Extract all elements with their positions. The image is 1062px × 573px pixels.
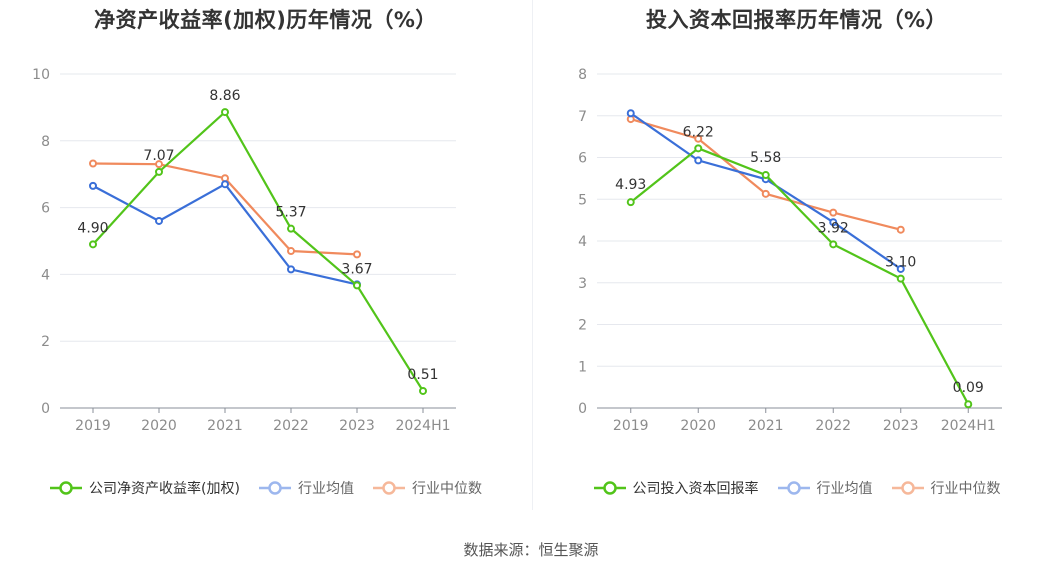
data-point [829, 218, 838, 227]
y-tick-label: 4 [41, 267, 50, 283]
data-label: 8.86 [209, 88, 240, 104]
data-point [419, 386, 427, 395]
x-tick-label: 2024H1 [395, 418, 450, 434]
roe-chart-panel: 净资产收益率(加权)历年情况（%） 0 2 4 6 8 10 2019 2020 2021 202… [0, 0, 531, 520]
legend-item-industry-median[interactable]: 行业中位数 [891, 478, 1001, 498]
data-point [287, 224, 295, 233]
y-tick-label: 2 [41, 334, 50, 350]
y-tick-label: 8 [578, 67, 587, 83]
chart-legend: 公司净资产收益率(加权) 行业均值 行业中位数 [0, 478, 531, 498]
x-tick-label: 2020 [141, 418, 177, 434]
data-point [829, 240, 838, 249]
y-tick-label: 0 [41, 401, 50, 417]
data-point [89, 159, 97, 168]
data-label: 5.37 [275, 205, 306, 221]
legend-marker-icon [258, 481, 291, 495]
roic-chart-panel: 投入资本回报率历年情况（%） 0 1 2 3 4 5 6 7 8 2019 2020 2021 2022… [531, 0, 1062, 520]
legend-marker-icon [593, 481, 626, 495]
y-tick-label: 6 [578, 151, 587, 167]
x-tick-label: 2021 [748, 418, 784, 434]
data-point [353, 281, 361, 290]
data-label: 3.92 [818, 220, 849, 236]
data-point [155, 167, 163, 176]
data-point [761, 171, 770, 180]
data-point [896, 264, 905, 273]
data-point [896, 225, 905, 234]
x-tick-label: 2024H1 [941, 418, 996, 434]
legend-item-industry-mean[interactable]: 行业均值 [777, 478, 873, 498]
data-label: 0.09 [953, 380, 984, 396]
data-point [626, 198, 635, 207]
y-tick-label: 0 [578, 401, 587, 417]
data-label: 7.07 [143, 148, 174, 164]
data-point [287, 247, 295, 256]
data-point [694, 134, 703, 143]
y-tick-label: 2 [578, 318, 587, 334]
roe-line-chart: 0 2 4 6 8 10 2019 2020 2021 2022 2023 2024H1 4.90 7.0… [32, 67, 456, 434]
x-tick-label: 2023 [339, 418, 375, 434]
legend-marker-icon [372, 481, 405, 495]
y-tick-label: 10 [32, 67, 50, 83]
data-label: 5.58 [750, 150, 781, 166]
legend-item-industry-median[interactable]: 行业中位数 [372, 478, 482, 498]
legend-label: 行业均值 [816, 481, 873, 497]
x-tick-label: 2022 [815, 418, 851, 434]
chart-legend: 公司投入资本回报率 行业均值 行业中位数 [531, 478, 1062, 498]
data-point [964, 400, 973, 409]
series-line [92, 110, 424, 392]
legend-item-company[interactable]: 公司投入资本回报率 [593, 478, 759, 498]
chart-title: 净资产收益率(加权)历年情况（%） [94, 8, 437, 32]
legend-label: 公司投入资本回报率 [632, 481, 759, 497]
data-point [155, 216, 163, 225]
legend-item-industry-mean[interactable]: 行业均值 [258, 478, 354, 498]
data-point [221, 180, 229, 189]
y-tick-label: 6 [41, 201, 50, 217]
y-tick-label: 5 [578, 192, 587, 208]
data-point [353, 250, 361, 259]
y-tick-label: 3 [578, 276, 587, 292]
data-label: 0.51 [407, 367, 438, 383]
y-tick-label: 8 [41, 134, 50, 150]
legend-item-company[interactable]: 公司净资产收益率(加权) [49, 478, 240, 498]
legend-label: 公司净资产收益率(加权) [89, 481, 240, 497]
x-tick-label: 2023 [883, 418, 919, 434]
data-label: 4.90 [77, 220, 108, 236]
data-point [221, 108, 229, 117]
panel-divider [532, 0, 533, 510]
legend-label: 行业均值 [297, 481, 354, 497]
y-tick-label: 1 [578, 359, 587, 375]
x-tick-label: 2021 [207, 418, 243, 434]
data-point [626, 109, 635, 118]
x-tick-label: 2019 [613, 418, 649, 434]
data-point [761, 189, 770, 198]
data-label: 4.93 [615, 177, 646, 193]
series-line [630, 147, 970, 405]
x-tick-label: 2020 [680, 418, 716, 434]
data-point [694, 156, 703, 165]
data-point [829, 208, 838, 217]
data-label: 3.10 [885, 255, 916, 271]
x-tick-label: 2022 [273, 418, 309, 434]
data-point [287, 265, 295, 274]
y-tick-label: 7 [578, 109, 587, 125]
data-point [155, 160, 163, 169]
data-point [89, 240, 97, 249]
legend-marker-icon [777, 481, 810, 495]
legend-marker-icon [891, 481, 924, 495]
data-label: 6.22 [683, 124, 714, 140]
data-point [89, 181, 97, 190]
y-tick-label: 4 [578, 234, 587, 250]
data-point [896, 274, 905, 283]
legend-label: 行业中位数 [930, 481, 1001, 497]
chart-title: 投入资本回报率历年情况（%） [645, 8, 948, 32]
data-source: 数据来源：恒生聚源 [463, 541, 599, 559]
data-point [694, 144, 703, 153]
legend-label: 行业中位数 [411, 481, 482, 497]
legend-marker-icon [50, 481, 83, 495]
x-tick-label: 2019 [75, 418, 111, 434]
roic-line-chart: 0 1 2 3 4 5 6 7 8 2019 2020 2021 2022 2023 2024H1 4.93 6… [578, 67, 1002, 434]
data-label: 3.67 [341, 261, 372, 277]
